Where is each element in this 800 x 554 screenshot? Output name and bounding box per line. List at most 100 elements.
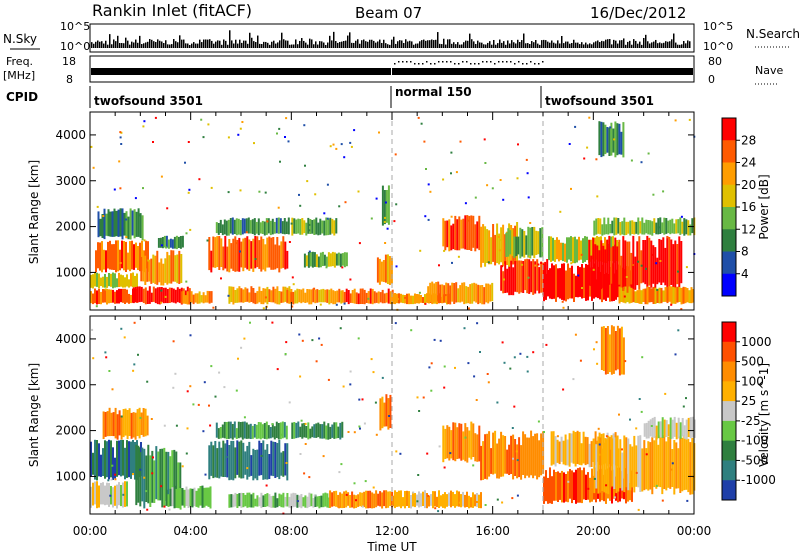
range-gate-cell [193,487,196,507]
nsky-bar [505,44,507,48]
range-gate-cell [504,234,507,264]
nsky-bar [193,42,195,48]
range-gate-cell [624,286,627,304]
range-gate-cell [655,222,658,235]
range-gate-cell [185,486,188,506]
range-gate-cell [460,494,462,508]
range-gate-cell [464,215,467,250]
range-gate-cell [565,270,567,302]
range-gate-cell [320,289,323,303]
nsky-bar [109,34,111,48]
range-gate-cell [94,439,96,480]
scatter-cell [298,193,300,196]
freq-band [543,68,693,75]
range-gate-cell [308,492,311,507]
range-gate-cell [266,237,269,268]
scatter-cell [501,341,504,344]
range-gate-cell [96,290,98,305]
range-gate-cell [616,325,619,370]
scatter-cell [353,482,356,485]
range-gate-cell [341,253,344,266]
nsky-bar [577,42,579,48]
scatter-cell [393,220,396,223]
range-gate-cell [480,492,482,509]
scatter-cell [593,477,596,480]
range-gate-cell [268,454,271,479]
scatter-cell [511,427,514,429]
range-gate-cell [238,237,241,272]
range-gate-cell [389,491,392,506]
scatter-cell [359,427,361,430]
range-gate-cell [256,236,259,268]
range-gate-cell [545,470,547,502]
range-gate-cell [107,241,109,269]
nsky-bar [611,44,613,48]
range-gate-cell [343,291,346,303]
nsky-bar [575,42,577,48]
range-gate-cell [192,294,195,305]
range-gate-cell [219,427,222,439]
nsky-bar [93,43,95,48]
nsky-bar [99,41,101,48]
nsky-bar [495,44,497,48]
range-gate-cell [654,247,657,288]
range-gate-cell [492,432,495,475]
range-gate-cell [201,485,204,508]
range-gate-cell [251,425,254,439]
range-gate-cell [561,470,563,503]
range-gate-cell [116,278,118,288]
nsky-bar [387,44,389,48]
scatter-cell [613,496,616,499]
range-gate-cell [406,293,408,305]
scatter-cell [152,141,154,143]
range-gate-cell [520,260,523,293]
scatter-cell [239,250,241,253]
range-gate-cell [155,446,158,500]
scatter-cell [374,401,377,404]
range-gate-cell [659,421,662,438]
range-gate-cell [203,487,206,508]
scatter-cell [188,188,191,191]
range-gate-cell [510,435,513,474]
range-gate-cell [328,289,331,305]
range-gate-cell [444,220,447,251]
range-gate-cell [447,283,450,305]
scatter-cell [457,255,460,258]
nsky-bar [533,42,535,48]
scatter-cell [458,501,461,504]
range-gate-cell [345,288,348,303]
range-gate-cell [557,268,559,298]
nsky-bar [211,40,213,48]
range-gate-cell [262,495,265,507]
scatter-cell [419,249,422,252]
nsky-bar [233,43,235,48]
freq-band [392,68,543,75]
range-gate-cell [220,238,223,267]
range-gate-cell [601,448,604,491]
range-gate-cell [355,292,358,304]
scatter-cell [353,129,356,132]
range-gate-cell [177,486,180,509]
range-gate-cell [380,261,383,282]
range-gate-cell [572,430,575,464]
scatter-cell [516,177,519,180]
nsky-bar [377,41,379,48]
range-gate-cell [560,242,562,261]
nsky-bar [627,41,629,48]
scatter-cell [370,217,373,220]
nsky-bar [323,42,325,48]
nsky-bar [545,40,547,48]
scatter-cell [424,302,427,305]
range-gate-cell [102,448,104,476]
scatter-cell [641,356,644,359]
range-gate-cell [162,263,165,286]
nsky-bar [137,42,139,48]
range-gate-cell [424,294,426,305]
range-gate-cell [643,440,646,491]
range-gate-cell [482,441,485,480]
nsky-bar [351,42,353,48]
range-gate-cell [233,421,236,438]
nsky-bar [307,44,309,48]
range-gate-cell [175,488,178,508]
nsky-bar [353,42,355,48]
